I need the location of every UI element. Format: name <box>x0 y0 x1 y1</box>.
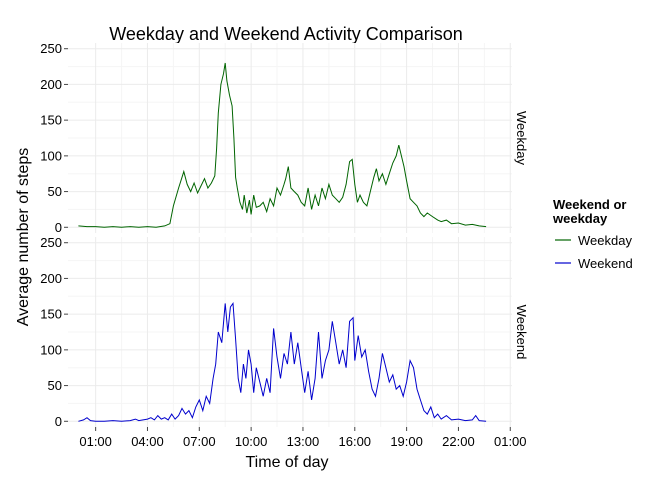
x-tick-label: 13:00 <box>287 434 320 449</box>
x-axis-title: Time of day <box>246 454 329 471</box>
strip-label-weekday: Weekday <box>514 111 529 165</box>
y-tick-label: 150 <box>40 113 62 128</box>
x-tick-label: 10:00 <box>235 434 268 449</box>
panel-grid <box>68 237 512 427</box>
legend-title-line1: Weekend or <box>553 197 626 212</box>
y-tick-label: 0 <box>55 220 62 235</box>
y-tick-label: 150 <box>40 307 62 322</box>
y-tick-label: 0 <box>55 414 62 429</box>
y-tick-label: 250 <box>40 41 62 56</box>
panel-weekend: 0 50 100 150 200 250 <box>40 235 512 429</box>
x-tick-label: 04:00 <box>131 434 164 449</box>
x-tick-label: 19:00 <box>390 434 423 449</box>
x-tick-label: 16:00 <box>339 434 372 449</box>
strip-label-weekend: Weekend <box>514 305 529 360</box>
x-tick-label: 22:00 <box>442 434 475 449</box>
y-tick-label: 50 <box>48 184 62 199</box>
y-axis-title: Average number of steps <box>15 148 32 326</box>
legend-title-line2: weekday <box>552 211 608 226</box>
chart-title: Weekday and Weekend Activity Comparison <box>109 24 463 44</box>
weekend-series-line <box>78 301 487 422</box>
x-axis-ticks: 01:00 04:00 07:00 10:00 13:00 16:00 19:00 22:00… <box>79 427 527 449</box>
y-axis-ticks-weekday: 0 50 100 150 200 250 <box>40 41 68 235</box>
legend-label-weekday: Weekday <box>578 233 632 248</box>
x-tick-label: 01:00 <box>494 434 527 449</box>
x-tick-label: 01:00 <box>79 434 112 449</box>
panel-grid <box>68 43 512 233</box>
legend: Weekend or weekday Weekday Weekend <box>552 197 633 271</box>
y-tick-label: 100 <box>40 342 62 357</box>
weekday-series-line <box>78 62 487 228</box>
y-tick-label: 50 <box>48 378 62 393</box>
y-tick-label: 100 <box>40 148 62 163</box>
y-axis-ticks-weekend: 0 50 100 150 200 250 <box>40 235 68 429</box>
legend-label-weekend: Weekend <box>578 256 633 271</box>
y-tick-label: 200 <box>40 271 62 286</box>
x-tick-label: 07:00 <box>183 434 216 449</box>
panel-weekday: 0 50 100 150 200 250 <box>40 41 512 235</box>
y-tick-label: 200 <box>40 77 62 92</box>
y-tick-label: 250 <box>40 235 62 250</box>
